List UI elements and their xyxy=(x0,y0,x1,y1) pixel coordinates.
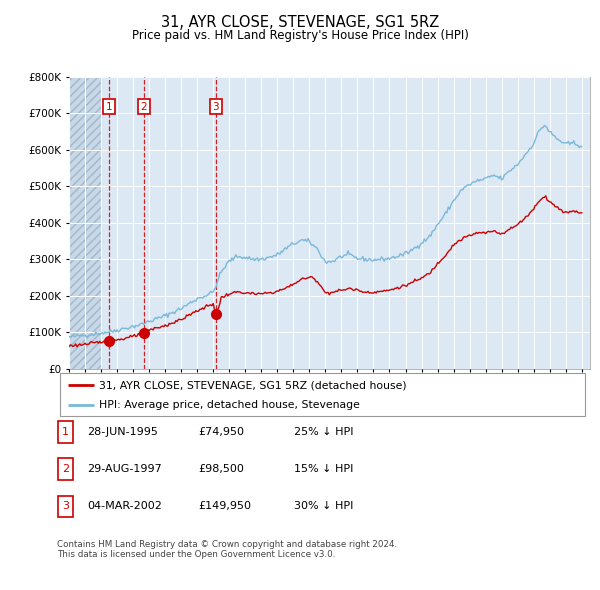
Text: 2: 2 xyxy=(140,101,147,112)
Text: 2: 2 xyxy=(62,464,69,474)
Text: 28-JUN-1995: 28-JUN-1995 xyxy=(87,427,158,437)
Text: 25% ↓ HPI: 25% ↓ HPI xyxy=(294,427,353,437)
Text: 30% ↓ HPI: 30% ↓ HPI xyxy=(294,502,353,511)
Text: 15% ↓ HPI: 15% ↓ HPI xyxy=(294,464,353,474)
Text: £98,500: £98,500 xyxy=(198,464,244,474)
Text: 31, AYR CLOSE, STEVENAGE, SG1 5RZ (detached house): 31, AYR CLOSE, STEVENAGE, SG1 5RZ (detac… xyxy=(100,381,407,391)
Text: Contains HM Land Registry data © Crown copyright and database right 2024.
This d: Contains HM Land Registry data © Crown c… xyxy=(57,540,397,559)
Text: Price paid vs. HM Land Registry's House Price Index (HPI): Price paid vs. HM Land Registry's House … xyxy=(131,30,469,42)
Text: 29-AUG-1997: 29-AUG-1997 xyxy=(87,464,162,474)
Text: 3: 3 xyxy=(62,502,69,511)
Bar xyxy=(69,77,101,369)
Text: £74,950: £74,950 xyxy=(198,427,244,437)
Text: 3: 3 xyxy=(212,101,219,112)
Text: 1: 1 xyxy=(62,427,69,437)
Text: 1: 1 xyxy=(106,101,112,112)
Text: £149,950: £149,950 xyxy=(198,502,251,511)
Bar xyxy=(69,77,101,369)
Text: HPI: Average price, detached house, Stevenage: HPI: Average price, detached house, Stev… xyxy=(100,401,360,410)
Text: 31, AYR CLOSE, STEVENAGE, SG1 5RZ: 31, AYR CLOSE, STEVENAGE, SG1 5RZ xyxy=(161,15,439,30)
Text: 04-MAR-2002: 04-MAR-2002 xyxy=(87,502,162,511)
